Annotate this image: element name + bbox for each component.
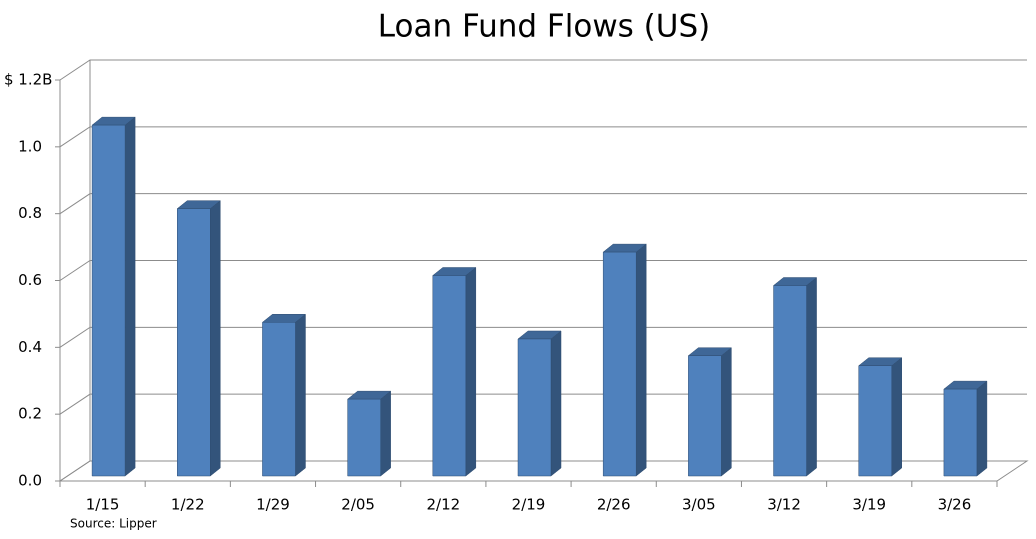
bar-front <box>943 388 978 477</box>
grid-line <box>59 260 1027 281</box>
bar-side <box>550 330 562 477</box>
grid-line <box>59 193 1027 215</box>
chart-title: Loan Fund Flows (US) <box>378 9 710 45</box>
x-tick-label: 2/19 <box>512 496 546 514</box>
bar-front <box>517 338 552 477</box>
y-tick-label: 0.6 <box>18 271 42 289</box>
bar-front <box>602 251 637 477</box>
bar-side <box>891 357 902 477</box>
bar-front <box>177 208 211 477</box>
x-tick-label: 3/19 <box>852 496 886 514</box>
bar-side <box>295 313 306 477</box>
x-tick-label: 3/26 <box>938 496 972 514</box>
x-tick-label: 2/05 <box>341 496 375 514</box>
grid-line <box>59 126 1027 148</box>
y-tick-label: 0.8 <box>18 204 42 222</box>
x-tick-label: 2/26 <box>597 496 631 514</box>
x-tick-label: 1/22 <box>171 496 205 514</box>
x-tick-label: 1/15 <box>86 496 120 514</box>
x-tick-label: 2/12 <box>426 496 460 514</box>
bar-side <box>210 200 221 477</box>
bar-front <box>773 285 807 477</box>
bar-side <box>976 380 988 477</box>
bar-front <box>262 322 296 477</box>
bar <box>176 200 221 477</box>
source-note: Source: Lipper <box>70 517 157 531</box>
bar-front <box>347 398 381 477</box>
bar <box>943 380 988 477</box>
grid-line <box>59 326 1027 348</box>
y-tick-label: 0.2 <box>18 405 42 423</box>
bar <box>432 266 477 477</box>
bar-side <box>124 116 136 477</box>
grid-line <box>59 59 1027 81</box>
bar-front <box>432 275 467 477</box>
y-tick-label: 0.4 <box>18 338 42 356</box>
bar <box>772 277 818 477</box>
y-tick-label: $ 1.2B <box>4 71 52 89</box>
bar-side <box>380 390 391 477</box>
bar-side <box>635 243 647 477</box>
bar <box>261 313 307 477</box>
bar-front <box>91 124 126 477</box>
bar <box>602 243 647 477</box>
bar-side <box>721 347 732 477</box>
x-tick-label: 3/05 <box>682 496 716 514</box>
bar <box>687 347 733 477</box>
bar <box>346 390 392 477</box>
bar-side <box>806 277 817 477</box>
bar-side <box>465 266 477 477</box>
bar <box>858 357 903 477</box>
x-tick-label: 3/12 <box>767 496 801 514</box>
x-tick-label: 1/29 <box>256 496 290 514</box>
y-tick-label: 0.0 <box>18 472 42 490</box>
bar-front <box>858 365 892 477</box>
bar <box>91 116 136 477</box>
y-tick-label: 1.0 <box>18 137 42 155</box>
bar <box>517 330 562 477</box>
bar-front <box>688 355 722 477</box>
